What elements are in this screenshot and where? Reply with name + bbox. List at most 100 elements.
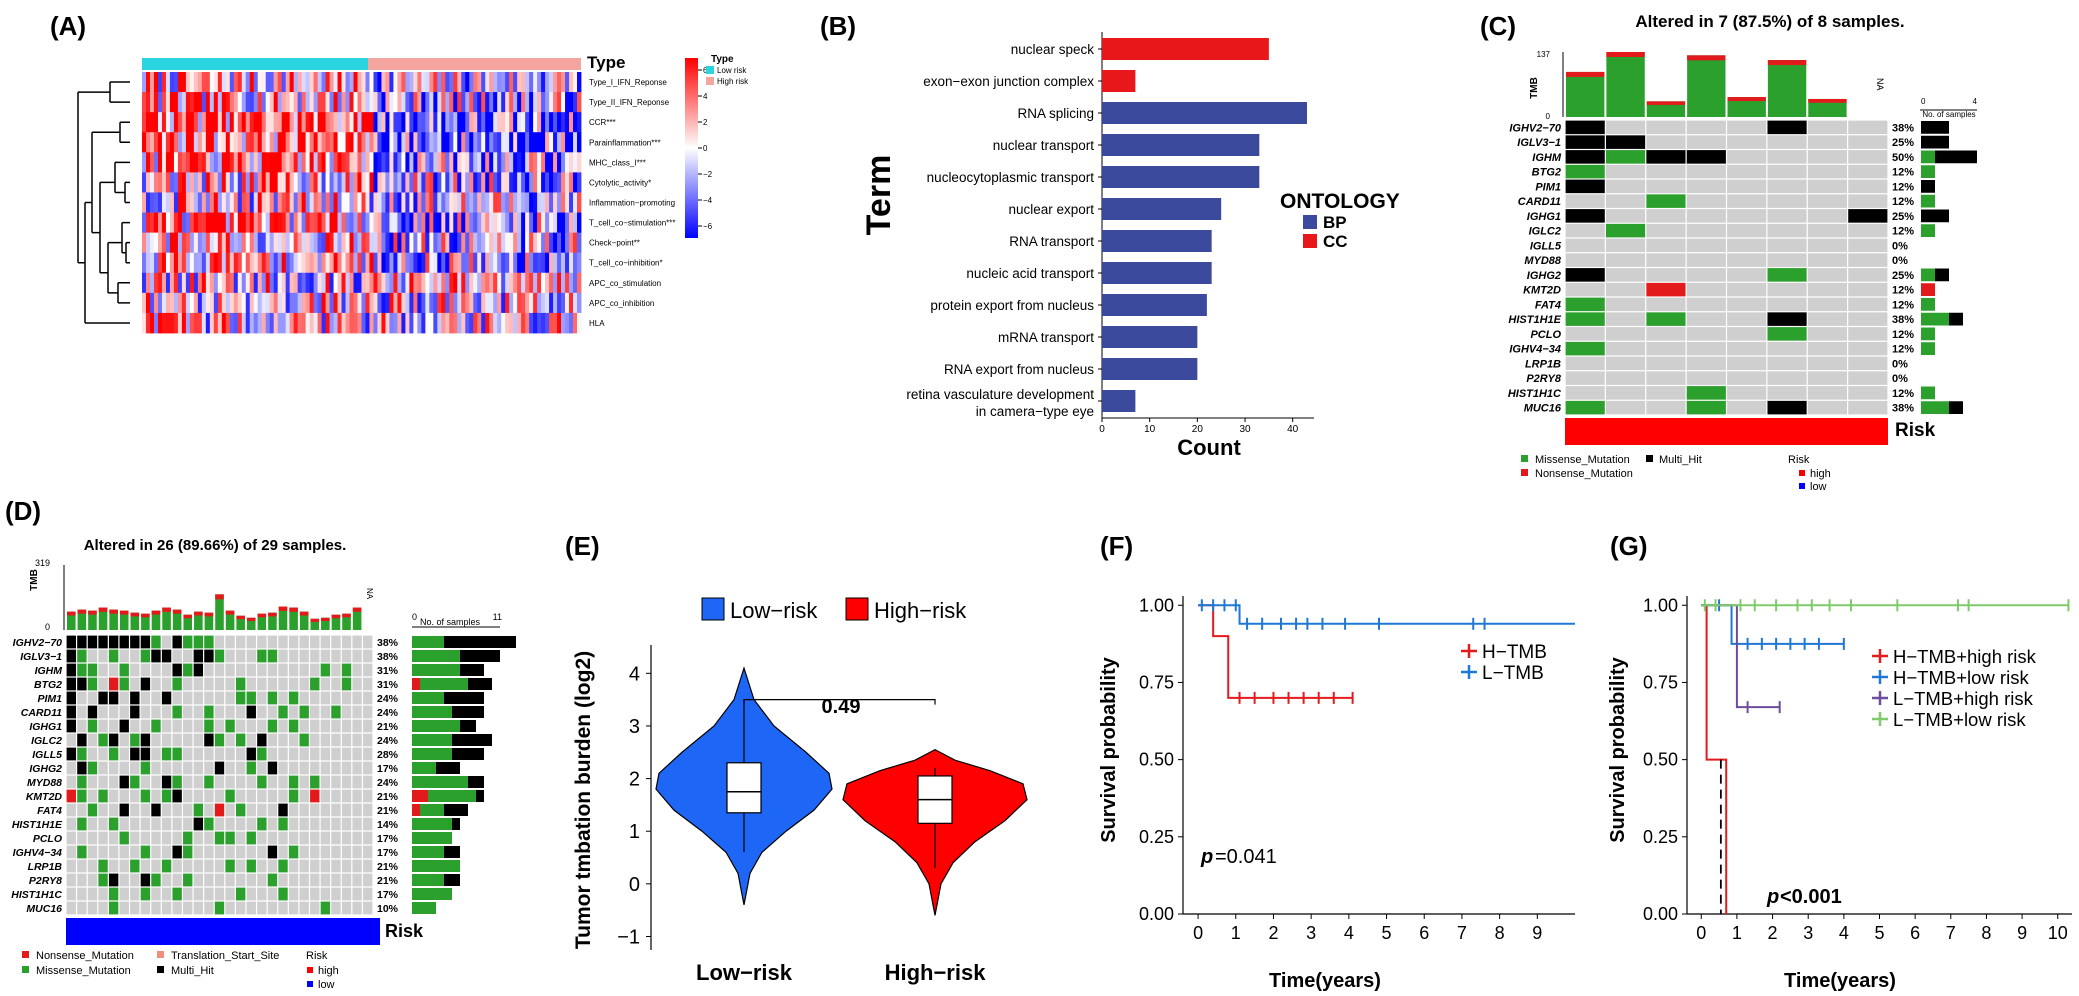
heatmap-cell <box>577 312 582 334</box>
d-grid-cell <box>331 663 341 677</box>
heatmap-cell <box>245 252 251 274</box>
heatmap-cell <box>565 252 570 274</box>
heatmap-cell <box>509 72 514 93</box>
c-grid-cell <box>1727 268 1767 282</box>
heatmap-cell <box>425 212 430 234</box>
d-grid-cell <box>267 719 278 733</box>
heatmap-cell <box>213 272 219 294</box>
d-grid-cell <box>151 677 161 691</box>
b-bar <box>1102 198 1222 220</box>
b-term-label: nuclear transport <box>993 138 1095 153</box>
d-grid-cell <box>161 719 172 733</box>
heatmap-cell <box>321 292 326 314</box>
heatmap-cell <box>313 112 318 133</box>
c-risk-label: Risk <box>1895 420 1936 441</box>
heatmap-cell <box>569 152 574 173</box>
heatmap-cell <box>149 192 155 213</box>
heatmap-cell <box>181 312 187 334</box>
heatmap-cell <box>393 312 398 334</box>
d-grid-cell <box>310 817 320 831</box>
d-side-bar-nonsense <box>412 804 420 816</box>
colorbar-tick-label: 6 <box>703 66 708 75</box>
d-tmb-bar-nonsense <box>98 607 108 612</box>
heatmap-cell <box>305 172 311 193</box>
d-grid-cell <box>341 691 352 705</box>
c-grid-cell <box>1767 327 1807 341</box>
c-legend-missense: Missense_Mutation <box>1535 454 1630 466</box>
heatmap-cell <box>541 272 546 294</box>
c-gene-label: PIM1 <box>1535 181 1561 193</box>
heatmap-cell <box>273 172 279 193</box>
heatmap-cell <box>233 272 239 294</box>
heatmap-cell <box>173 172 179 193</box>
heatmap-cell <box>433 312 438 334</box>
c-sample-count-bars <box>1921 121 1977 414</box>
d-grid-cell <box>119 677 129 691</box>
heatmap-cell <box>365 172 370 193</box>
heatmap-cell <box>397 312 402 334</box>
heatmap-cell <box>521 292 526 314</box>
heatmap-cell <box>381 72 386 93</box>
heatmap-cell <box>421 272 426 294</box>
d-grid-cell <box>363 803 373 817</box>
heatmap-cell <box>469 152 474 173</box>
heatmap-cell <box>321 172 326 193</box>
heatmap-cell <box>153 112 159 133</box>
b-legend-swatch-bp <box>1303 215 1317 229</box>
heatmap-cell <box>437 132 442 153</box>
d-grid-cell <box>130 691 140 705</box>
heatmap-cell <box>337 252 342 274</box>
d-grid-cell <box>66 789 76 803</box>
heatmap-cell <box>193 72 199 93</box>
b-bar <box>1102 134 1260 156</box>
d-grid-cell <box>235 817 246 831</box>
heatmap-cell <box>153 92 159 113</box>
heatmap-cell <box>357 212 362 234</box>
heatmap-cell <box>209 292 215 314</box>
heatmap-cell <box>213 192 219 213</box>
f-x-tick-label: 9 <box>1532 923 1542 943</box>
d-grid-cell <box>352 873 362 887</box>
heatmap-cell <box>477 292 482 314</box>
heatmap-cell <box>213 292 219 314</box>
heatmap-cell <box>489 272 494 294</box>
heatmap-cell <box>357 152 362 173</box>
heatmap-cell <box>285 252 291 274</box>
heatmap-cell <box>197 72 203 93</box>
d-grid-cell <box>331 859 341 873</box>
d-grid-cell <box>341 733 352 747</box>
heatmap-cell <box>557 292 562 314</box>
heatmap-cell <box>453 92 458 113</box>
heatmap-cell <box>169 132 175 153</box>
b-term-label: nucleocytoplasmic transport <box>927 170 1095 185</box>
d-legend-swatch-low <box>307 981 313 987</box>
f-y-tick-label: 0.75 <box>1139 672 1174 692</box>
g-x-tick-label: 9 <box>2017 923 2027 943</box>
heatmap-cell <box>201 312 207 334</box>
d-grid-cell <box>183 873 193 887</box>
heatmap-cell <box>193 232 199 254</box>
heatmap-cell <box>553 72 558 93</box>
heatmap-cell <box>177 112 183 133</box>
heatmap-cell <box>465 192 470 213</box>
g-y-tick-label: 0.50 <box>1643 750 1678 770</box>
d-grid-cell <box>225 663 235 677</box>
d-grid-cell <box>331 761 341 775</box>
heatmap-cell <box>205 152 211 173</box>
d-grid-cell <box>130 719 140 733</box>
heatmap-cell <box>297 212 303 234</box>
heatmap-cell <box>257 152 263 173</box>
d-grid-cell <box>130 705 140 719</box>
d-percent-label: 17% <box>377 889 399 901</box>
e-legend-swatch-low <box>701 597 725 621</box>
heatmap-cell <box>473 232 478 254</box>
d-grid-cell <box>257 845 267 859</box>
heatmap-cell <box>545 292 550 314</box>
heatmap-cell <box>377 272 382 294</box>
c-grid-cell <box>1767 194 1807 208</box>
heatmap-cell <box>237 172 243 193</box>
c-grid-cell <box>1767 297 1807 312</box>
heatmap-cell <box>409 132 414 153</box>
d-grid-cell <box>193 831 204 845</box>
d-grid-cell <box>204 887 214 901</box>
